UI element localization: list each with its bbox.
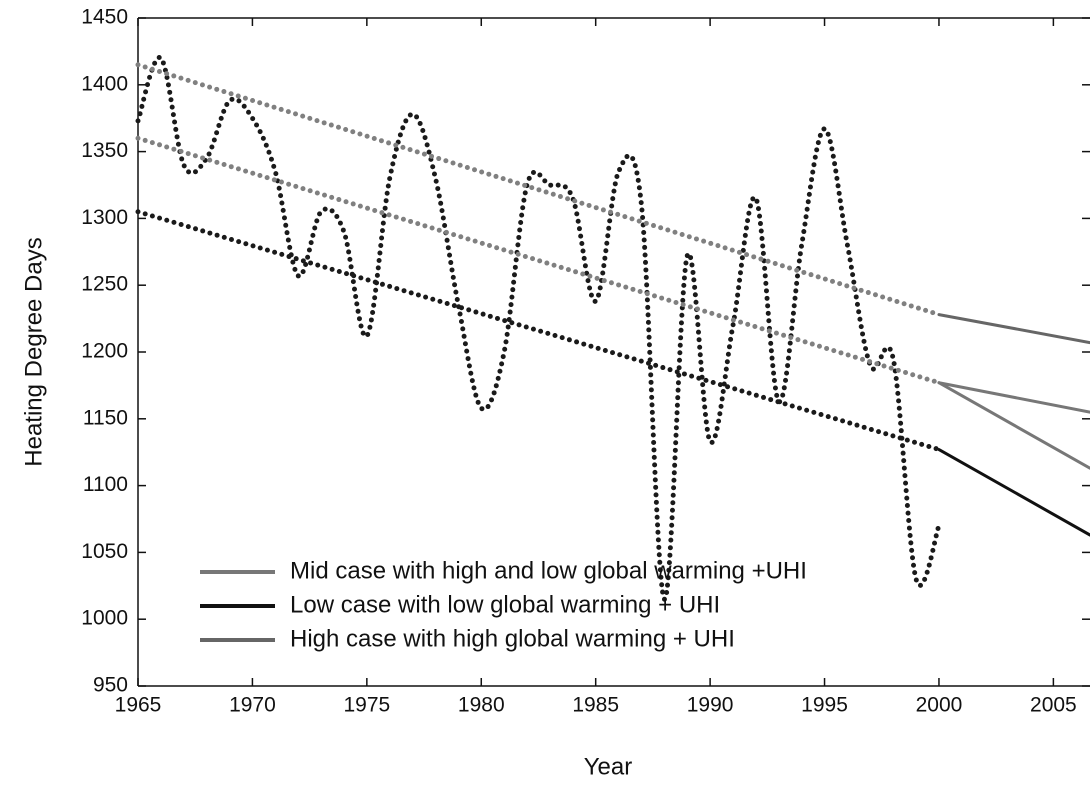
dotted-line [135, 135, 942, 386]
x-tick-label: 1975 [343, 694, 390, 717]
dotted-line [135, 55, 942, 602]
line [937, 381, 1090, 470]
y-tick-label: 1050 [81, 540, 128, 563]
x-tick-label: 1985 [572, 694, 619, 717]
y-tick-label: 1200 [81, 340, 128, 363]
y-tick-label: 1100 [83, 473, 128, 496]
y-tick-label: 1350 [81, 139, 128, 162]
x-tick-label: 2005 [1030, 694, 1077, 717]
y-tick-label: 1150 [83, 406, 128, 429]
x-tick-label: 1970 [229, 694, 276, 717]
x-tick-label: 1980 [458, 694, 505, 717]
y-tick-label: 1450 [81, 6, 128, 29]
y-axis-label: Heating Degree Days [20, 237, 47, 466]
dotted-line [135, 209, 942, 453]
legend-label: High case with high global warming + UHI [290, 625, 735, 652]
x-tick-label: 1995 [801, 694, 848, 717]
line [937, 448, 1090, 537]
dotted-line [135, 62, 942, 318]
x-tick-label: 1990 [687, 694, 734, 717]
legend-label: Low case with low global warming + UHI [290, 591, 720, 618]
x-axis-label: Year [584, 753, 633, 780]
legend-label: Mid case with high and low global warmin… [290, 557, 807, 584]
line [937, 381, 1090, 414]
y-tick-label: 1000 [81, 607, 128, 630]
line [937, 313, 1090, 345]
y-tick-label: 1400 [81, 72, 128, 95]
y-tick-label: 950 [93, 674, 128, 697]
x-tick-label: 1965 [115, 694, 162, 717]
y-tick-label: 1300 [81, 206, 128, 229]
x-tick-label: 2000 [916, 694, 963, 717]
y-tick-label: 1250 [81, 273, 128, 296]
